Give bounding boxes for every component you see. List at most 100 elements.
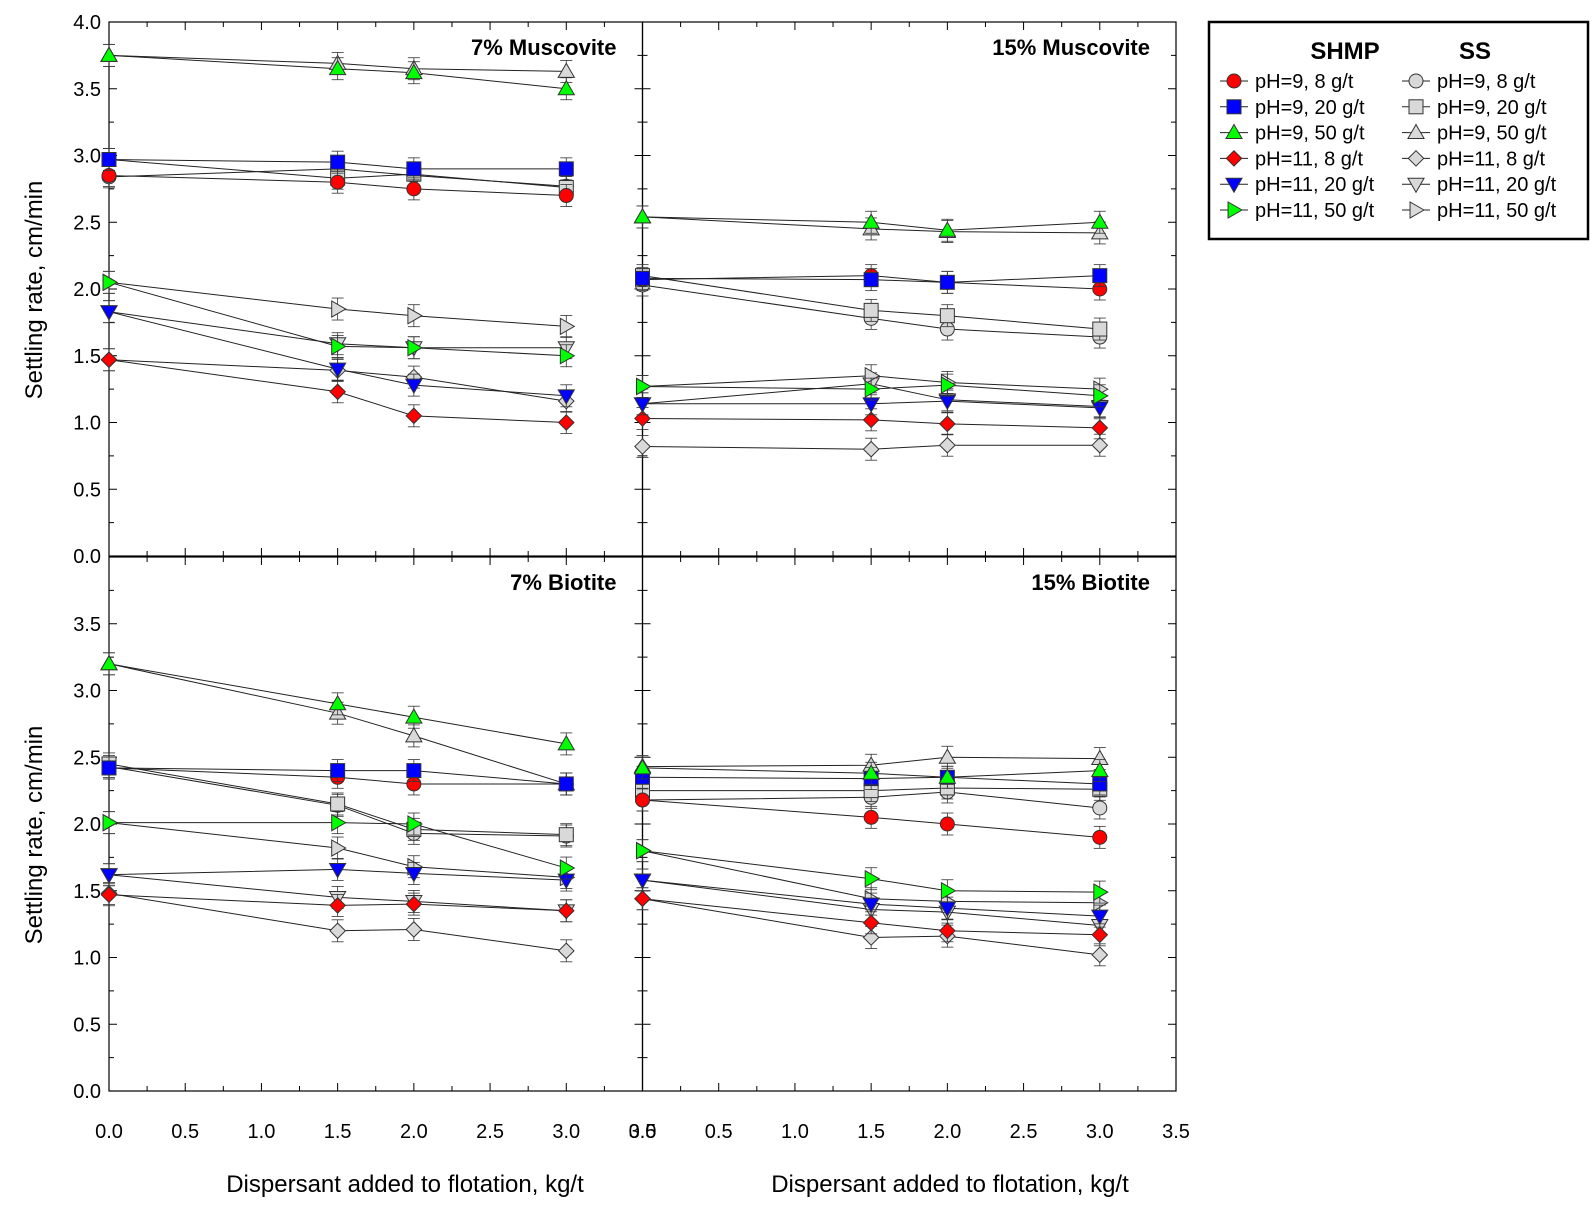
point-shmp-ph-9-20-g-t xyxy=(939,274,955,290)
series-line-shmp-ph-11-50-g-t xyxy=(108,281,567,357)
point-shmp-ph-11-20-g-t xyxy=(328,362,347,379)
series-line-shmp-ph-9-20-g-t xyxy=(642,776,1100,785)
x-axis-label-left: Dispersant added to flotation, kg/t xyxy=(226,1171,584,1198)
legend: SHMP SS pH=9, 8 g/t pH=9, 20 g/t pH=9, 50 … xyxy=(1207,20,1590,241)
point-shmp-ph-9-50-g-t xyxy=(328,59,347,76)
legend-entry-shmp-ph-11-20-g-t: pH=11, 20 g/t xyxy=(1220,174,1375,196)
series-line-ss-ph-11-8-g-t xyxy=(642,898,1100,956)
y-tick-label: 2.5 xyxy=(73,747,101,769)
point-shmp-ph-11-50-g-t xyxy=(1093,386,1109,405)
point-shmp-ph-11-8-g-t xyxy=(329,383,347,401)
panel-title: 15% Muscovite xyxy=(992,35,1150,60)
series-line-shmp-ph-11-20-g-t xyxy=(108,868,567,881)
series-line-shmp-ph-11-8-g-t xyxy=(108,894,567,912)
point-shmp-ph-11-8-g-t xyxy=(634,890,651,908)
point-shmp-ph-11-8-g-t xyxy=(1091,419,1109,437)
legend-entry-ss-ph-11-50-g-t: pH=11, 50 g/t xyxy=(1402,200,1557,222)
series-line-ss-ph-11-50-g-t xyxy=(642,850,1100,904)
point-shmp-ph-11-8-g-t xyxy=(862,411,880,429)
series-line-ss-ph-9-50-g-t xyxy=(642,216,1100,234)
y-tick-label: 0.5 xyxy=(73,479,101,501)
series-line-ss-ph-9-50-g-t xyxy=(642,756,1100,768)
panel-frame xyxy=(108,21,644,557)
point-shmp-ph-11-50-g-t xyxy=(407,338,423,357)
point-shmp-ph-9-20-g-t xyxy=(406,763,422,779)
series-markers xyxy=(633,745,1109,967)
y-tick-label: 1.0 xyxy=(73,413,101,435)
point-ss-ph-9-50-g-t xyxy=(404,726,423,743)
point-shmp-ph-11-50-g-t xyxy=(331,813,347,832)
legend-header-ss: SS xyxy=(1459,38,1491,65)
series-lines xyxy=(642,216,1100,450)
series-line-ss-ph-9-50-g-t xyxy=(108,663,567,785)
point-shmp-ph-11-8-g-t xyxy=(938,415,956,433)
point-shmp-ph-9-8-g-t xyxy=(1092,829,1108,845)
x-axis-ticks xyxy=(108,22,643,556)
series-markers xyxy=(100,43,576,434)
legend-label: pH=9, 20 g/t xyxy=(1255,97,1365,119)
legend-label: pH=11, 50 g/t xyxy=(1255,200,1375,222)
series-line-shmp-ph-11-8-g-t xyxy=(108,359,567,423)
point-ss-ph-9-20-g-t xyxy=(330,796,346,812)
y-tick-label: 4.0 xyxy=(73,12,101,34)
legend-entry-shmp-ph-11-50-g-t: pH=11, 50 g/t xyxy=(1220,200,1375,222)
x-tick-label: 0.0 xyxy=(95,1121,123,1143)
panel-7-biotite: 0.00.51.01.52.02.53.03.50.0 0.5 1.0 1.5 2.0 2… xyxy=(73,556,656,1143)
series-line-ss-ph-11-50-g-t xyxy=(108,822,567,878)
point-ss-ph-9-50-g-t xyxy=(938,748,957,764)
point-shmp-ph-11-8-g-t xyxy=(100,351,118,369)
point-shmp-ph-11-50-g-t xyxy=(102,813,119,832)
legend-entry-ss-ph-11-20-g-t: pH=11, 20 g/t xyxy=(1402,174,1557,196)
panel-title: 7% Biotite xyxy=(510,570,616,595)
series-line-shmp-ph-11-50-g-t xyxy=(109,822,567,869)
x-tick-label: 0.5 xyxy=(705,1121,733,1143)
series-line-shmp-ph-9-20-g-t xyxy=(108,159,567,170)
y-tick-label: 2.0 xyxy=(73,279,101,301)
point-shmp-ph-11-20-g-t xyxy=(862,897,881,914)
point-shmp-ph-9-8-g-t xyxy=(939,816,955,832)
series-line-shmp-ph-11-50-g-t xyxy=(642,384,1100,397)
point-shmp-ph-11-20-g-t xyxy=(328,862,347,879)
point-shmp-ph-9-50-g-t xyxy=(557,79,576,96)
series-line-shmp-ph-9-50-g-t xyxy=(642,216,1100,231)
x-axis-ticks xyxy=(642,22,1177,556)
series-line-ss-ph-9-20-g-t xyxy=(108,159,567,189)
point-ss-ph-11-8-g-t xyxy=(862,440,880,458)
series-line-shmp-ph-11-20-g-t xyxy=(642,400,1100,409)
y-axis-label-bottom: Settling rate, cm/min xyxy=(21,726,48,945)
series-line-shmp-ph-11-8-g-t xyxy=(642,417,1100,429)
point-shmp-ph-9-20-g-t xyxy=(863,272,879,288)
x-tick-label: 1.5 xyxy=(324,1121,352,1143)
point-shmp-ph-9-20-g-t xyxy=(635,270,650,286)
series-line-shmp-ph-9-20-g-t xyxy=(642,275,1100,283)
point-ss-ph-11-8-g-t xyxy=(329,922,347,940)
point-shmp-ph-11-20-g-t xyxy=(100,305,118,321)
point-shmp-ph-11-20-g-t xyxy=(100,868,118,884)
legend-entry-ss-ph-11-8-g-t: pH=11, 8 g/t xyxy=(1402,148,1545,170)
point-shmp-ph-9-8-g-t xyxy=(330,174,346,190)
series-markers xyxy=(633,205,1109,461)
x-tick-label: 3.0 xyxy=(1086,1121,1114,1143)
x-tick-labels: 0.0 0.5 1.0 1.5 2.0 2.5 3.0 3.5 xyxy=(95,1121,656,1143)
panel-title: 7% Muscovite xyxy=(471,35,617,60)
point-shmp-ph-11-50-g-t xyxy=(636,841,652,860)
point-shmp-ph-11-8-g-t xyxy=(938,922,956,940)
panels: 0.0 0.5 1.0 1.5 2.0 2.5 3.0 3.5 4.0 7% Muscovite 1… xyxy=(73,12,1190,1143)
circle-marker-icon xyxy=(1408,73,1424,89)
point-ss-ph-11-8-g-t xyxy=(1091,946,1109,964)
point-shmp-ph-11-20-g-t xyxy=(633,873,652,890)
legend-entry-ss-ph-9-50-g-t: pH=9, 50 g/t xyxy=(1402,123,1547,145)
y-tick-label: 1.5 xyxy=(73,881,101,903)
series-line-ss-ph-11-8-g-t xyxy=(642,444,1100,450)
point-ss-ph-11-8-g-t xyxy=(1091,436,1109,454)
point-shmp-ph-11-50-g-t xyxy=(407,815,423,833)
y-axis-ticks xyxy=(642,21,1176,557)
series-line-shmp-ph-9-8-g-t xyxy=(108,175,567,197)
legend-entry-ss-ph-9-20-g-t: pH=9, 20 g/t xyxy=(1402,97,1547,119)
x-tick-label: 1.0 xyxy=(781,1121,809,1143)
x-axis-ticks xyxy=(642,557,1177,1091)
y-tick-label: 0.0 xyxy=(73,546,101,568)
point-shmp-ph-9-50-g-t xyxy=(938,221,957,237)
y-tick-labels: 0.0 0.5 1.0 1.5 2.0 2.5 3.0 3.5 4.0 xyxy=(73,12,101,568)
point-shmp-ph-9-50-g-t xyxy=(404,708,423,724)
